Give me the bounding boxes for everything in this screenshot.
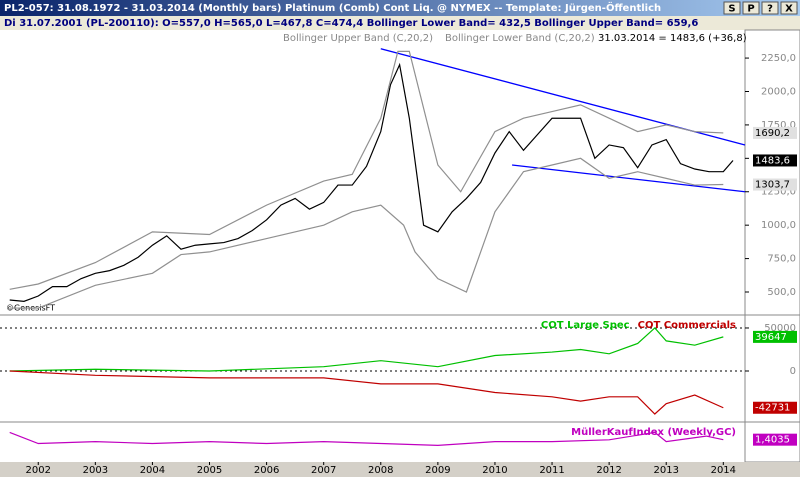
y-tick-label: 0 [790,366,796,377]
legend-entry: COT Large Spec [541,320,630,331]
y-tick-label: 2000,0 [761,86,796,97]
last-value-label: 39647 [755,332,787,343]
last-value-label: 1690,2 [755,128,790,139]
x-tick-label: 2007 [311,465,336,476]
last-value-label: 1,4035 [755,435,790,446]
last-value-box [753,330,797,343]
x-tick-label: 2009 [425,465,450,476]
last-value-label: 1303,7 [755,180,790,191]
window-button[interactable] [780,1,798,15]
window-button[interactable] [723,1,741,15]
window-button-label[interactable]: X [785,4,793,15]
info-line: Di 31.07.2001 (PL-200110): O=557,0 H=565… [4,18,698,29]
legend-entry: Bollinger Upper Band (C,20,2) [283,33,433,44]
window-button-label[interactable]: S [728,4,735,15]
series-line [9,157,724,309]
y-tick-label: 50000 [764,323,796,334]
x-tick-label: 2012 [596,465,621,476]
last-quote: 31.03.2014 = 1483,6 (+36,8) [598,33,747,44]
window-title: PL2-057: 31.08.1972 - 31.03.2014 (Monthl… [4,0,661,14]
last-value-box [753,401,797,414]
y-tick-label: 1250,0 [761,187,796,198]
x-tick-label: 2014 [711,465,736,476]
x-tick-label: 2011 [539,465,564,476]
x-tick-label: 2010 [482,465,507,476]
x-tick-label: 2003 [83,465,108,476]
last-value-box [753,433,797,446]
y-tick-label: 500,0 [767,287,796,298]
title-bar [0,0,800,16]
series-line [9,327,724,372]
y-tick-label: 1750,0 [761,120,796,131]
series-line [9,370,724,415]
last-value-box [753,154,797,167]
y-tick-label: 1000,0 [761,220,796,231]
legend-entry: Bollinger Lower Band (C,20,2) [445,33,595,44]
info-bar [0,16,800,30]
series-line [9,62,734,302]
window-button-label[interactable]: P [747,4,754,15]
x-tick-label: 2006 [254,465,279,476]
y-tick-label: 2250,0 [761,53,796,64]
trendline [512,164,746,193]
x-tick-label: 2013 [653,465,678,476]
x-axis-bar [0,462,800,477]
y-tick-label: 750,0 [767,254,796,265]
window-button[interactable] [742,1,760,15]
last-value-box [753,178,797,191]
right-axis [744,29,800,463]
window-button-label[interactable]: ? [767,4,773,15]
last-value-box [753,126,797,139]
legend-entry: COT Commercials [638,320,736,331]
x-tick-label: 2005 [197,465,222,476]
series-line [9,431,724,446]
window-button[interactable] [761,1,779,15]
last-value-label: -42731 [755,403,790,414]
series-line [9,50,724,290]
last-value-label: 1483,6 [755,155,790,166]
x-tick-label: 2002 [26,465,51,476]
x-tick-label: 2004 [140,465,165,476]
x-tick-label: 2008 [368,465,393,476]
